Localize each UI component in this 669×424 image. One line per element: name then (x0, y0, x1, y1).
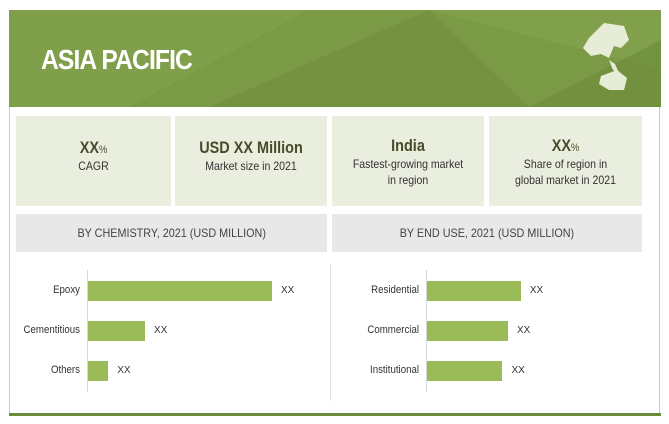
data-label: XX (511, 365, 525, 376)
end-use-axis (426, 270, 427, 392)
bar-institutional (427, 361, 503, 381)
end-use-title-text: BY END USE, 2021 (USD MILLION) (399, 226, 575, 240)
bar-residential (427, 281, 521, 301)
fastest-growing-value: India (391, 136, 425, 155)
chemistry-chart-title: BY CHEMISTRY, 2021 (USD MILLION) (16, 214, 327, 252)
bottom-rule (9, 413, 661, 416)
chart-divider (330, 265, 331, 401)
header-banner: ASIA PACIFIC (9, 10, 661, 107)
data-label: XX (529, 285, 544, 296)
chemistry-axis (87, 270, 88, 392)
market-size-card: USD XX Million Market size in 2021 (175, 116, 327, 206)
cagr-value: XX (79, 138, 99, 157)
share-label: Share of region in global market in 2021 (515, 157, 616, 187)
fastest-growing-card: India Fastest-growing market in region (332, 116, 484, 206)
bar-commercial (427, 321, 508, 341)
category-label: Institutional (370, 364, 419, 376)
data-label: XX (117, 365, 131, 376)
region-title: ASIA PACIFIC (41, 44, 193, 75)
market-size-value: USD XX Million (199, 138, 303, 157)
share-value: XX (551, 136, 571, 155)
category-label: Commercial (367, 324, 419, 336)
share-card: XX% Share of region in global market in … (489, 116, 642, 206)
chemistry-title-text: BY CHEMISTRY, 2021 (USD MILLION) (77, 226, 266, 240)
bar-others (88, 361, 109, 381)
category-label: Residential (371, 284, 419, 296)
data-label: XX (154, 325, 168, 336)
market-size-label: Market size in 2021 (205, 159, 297, 173)
cagr-unit: % (98, 144, 108, 156)
fastest-growing-label: Fastest-growing market in region (352, 157, 464, 187)
asia-pacific-map-icon (583, 23, 629, 90)
share-unit: % (570, 142, 580, 154)
category-label: Others (50, 364, 80, 376)
category-label: Cementitious (23, 324, 80, 336)
data-label: XX (281, 285, 295, 296)
data-label: XX (516, 325, 531, 336)
cagr-label: CAGR (78, 159, 109, 173)
bar-epoxy (88, 281, 272, 301)
category-label: Epoxy (53, 284, 80, 296)
cagr-card: XX% CAGR (16, 116, 171, 206)
bar-cementitious (88, 321, 146, 341)
end-use-chart-title: BY END USE, 2021 (USD MILLION) (332, 214, 642, 252)
